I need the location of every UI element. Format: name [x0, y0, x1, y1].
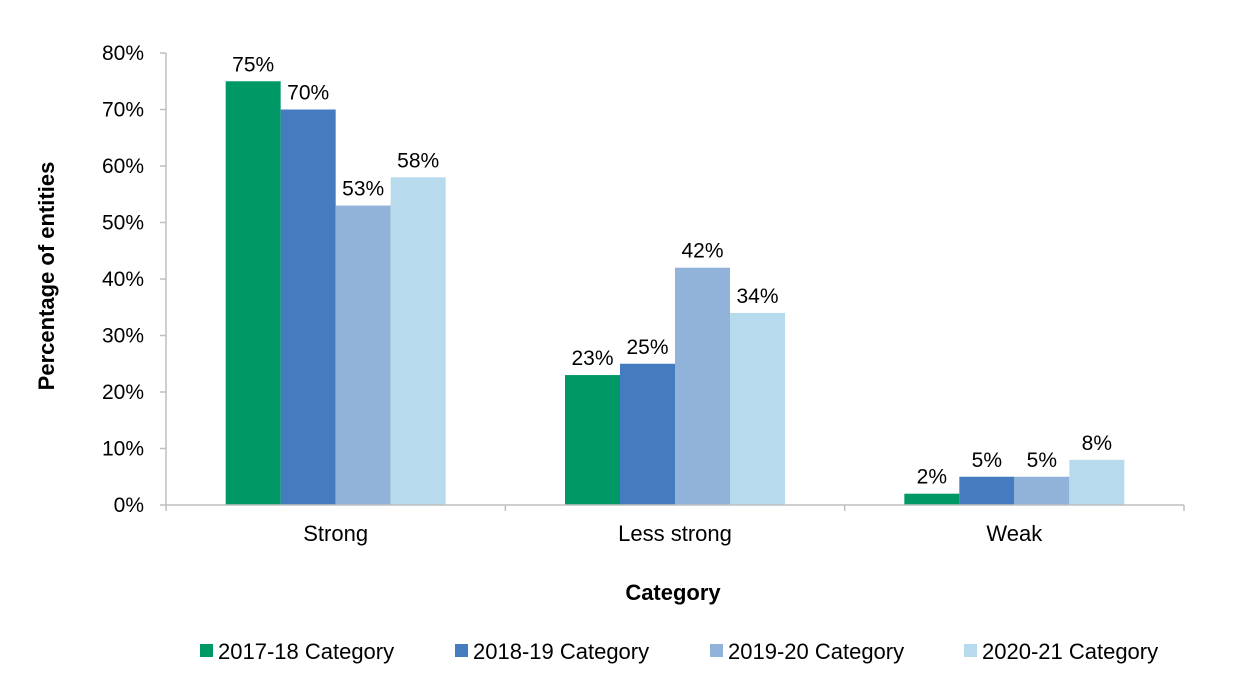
legend: 2017-18 Category 2018-19 Category 2019-20 … [200, 639, 1158, 664]
bar [280, 109, 336, 505]
y-tick-label: 60% [102, 155, 144, 178]
y-tick-label: 30% [102, 325, 144, 348]
x-category-label: Strong [303, 521, 368, 546]
bars [225, 81, 1125, 506]
bar [904, 493, 960, 505]
bar-value-label: 53% [342, 178, 384, 201]
bar [565, 375, 620, 505]
x-axis-title: Category [625, 580, 721, 605]
bar-value-label: 58% [397, 149, 439, 172]
legend-swatch [710, 644, 723, 657]
bar [959, 476, 1015, 505]
x-category-label: Weak [986, 521, 1043, 546]
bar-value-label: 75% [232, 53, 274, 76]
y-tick-label: 70% [102, 99, 144, 122]
bar-value-label: 23% [571, 347, 613, 370]
y-tick-label: 50% [102, 212, 144, 235]
bar [675, 267, 730, 505]
bar-value-label: 5% [972, 449, 1002, 472]
y-tick-label: 80% [102, 42, 144, 65]
y-axis-title: Percentage of entities [34, 162, 59, 391]
bar-value-label: 25% [626, 336, 668, 359]
bar [1069, 459, 1125, 505]
legend-swatch [455, 644, 468, 657]
bar [390, 177, 446, 506]
y-axis: 0% 10% 20% 30% 40% 50% 60% 70% 80% [102, 42, 167, 517]
y-tick-label: 20% [102, 381, 144, 404]
legend-label: 2019-20 Category [728, 639, 904, 664]
bar [1014, 476, 1070, 505]
y-tick-label: 0% [114, 494, 144, 517]
bar [225, 81, 281, 505]
x-category-label: Less strong [618, 521, 732, 546]
x-axis: Strong Less strong Weak [165, 504, 1185, 546]
data-labels: 75% 23% 2% 70% 25% 5% 53% 42% 5% 58% 34% 8% [232, 53, 1112, 488]
bar [730, 312, 785, 505]
bar-value-label: 42% [681, 240, 723, 263]
y-tick-label: 10% [102, 438, 144, 461]
bar-value-label: 70% [287, 82, 329, 105]
bar [335, 205, 391, 506]
bar [620, 363, 675, 505]
y-tick-label: 40% [102, 268, 144, 291]
bar-value-label: 5% [1027, 449, 1057, 472]
bar-value-label: 8% [1082, 432, 1112, 455]
legend-label: 2017-18 Category [218, 639, 394, 664]
legend-label: 2018-19 Category [473, 639, 649, 664]
bar-value-label: 34% [736, 285, 778, 308]
legend-label: 2020-21 Category [982, 639, 1158, 664]
bar-value-label: 2% [917, 466, 947, 489]
legend-swatch [200, 644, 213, 657]
legend-swatch [964, 644, 977, 657]
